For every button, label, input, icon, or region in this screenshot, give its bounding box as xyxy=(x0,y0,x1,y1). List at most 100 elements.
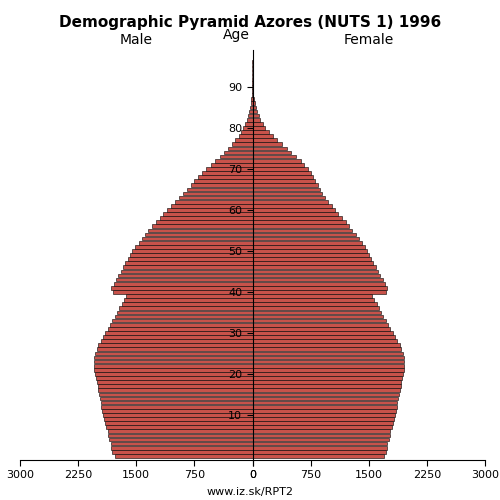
Bar xyxy=(128,258,252,261)
Bar xyxy=(138,241,252,244)
Bar xyxy=(252,327,390,330)
Bar xyxy=(252,438,389,442)
Bar xyxy=(252,110,257,114)
Title: Male: Male xyxy=(120,34,153,48)
Bar xyxy=(156,220,252,224)
Bar xyxy=(252,430,390,433)
Bar xyxy=(216,159,252,162)
Bar xyxy=(252,249,367,252)
Bar xyxy=(94,368,252,372)
Bar xyxy=(183,192,252,196)
Bar xyxy=(110,323,253,326)
Bar xyxy=(252,364,404,368)
Bar xyxy=(252,310,381,314)
Bar xyxy=(252,237,358,240)
Bar xyxy=(252,368,404,372)
Bar xyxy=(98,388,252,392)
Bar xyxy=(100,340,252,343)
Bar xyxy=(252,216,342,220)
Bar xyxy=(123,266,252,269)
Bar xyxy=(252,155,296,158)
Bar xyxy=(190,184,252,187)
Bar xyxy=(108,434,253,437)
Bar xyxy=(249,110,252,114)
Bar xyxy=(252,253,369,257)
Bar xyxy=(126,262,252,265)
Bar xyxy=(98,384,252,388)
Bar xyxy=(224,150,252,154)
Bar xyxy=(130,253,252,257)
Bar xyxy=(112,286,252,290)
Bar xyxy=(121,270,252,273)
Bar xyxy=(252,122,262,126)
Bar xyxy=(142,237,252,240)
Bar xyxy=(194,180,252,183)
Bar xyxy=(186,188,252,191)
Bar xyxy=(252,274,380,278)
Bar xyxy=(252,298,374,302)
Text: www.iz.sk/RPT2: www.iz.sk/RPT2 xyxy=(206,488,294,498)
Bar xyxy=(94,356,252,360)
Bar xyxy=(252,294,372,298)
Bar xyxy=(252,352,403,355)
Bar xyxy=(96,348,252,351)
Bar xyxy=(252,146,286,150)
Title: Female: Female xyxy=(344,34,394,48)
Bar xyxy=(252,89,253,93)
Bar xyxy=(252,422,393,425)
Bar xyxy=(104,417,253,421)
Bar xyxy=(114,314,252,318)
Bar xyxy=(252,302,376,306)
Bar xyxy=(252,348,402,351)
Bar xyxy=(179,196,252,200)
Bar xyxy=(252,405,396,408)
Bar xyxy=(252,454,384,458)
Bar xyxy=(252,159,300,162)
Bar xyxy=(252,290,386,294)
Bar xyxy=(252,114,258,117)
Bar xyxy=(252,442,386,446)
Bar xyxy=(252,323,388,326)
Bar xyxy=(160,216,252,220)
Bar xyxy=(252,192,322,196)
Bar xyxy=(252,360,404,364)
Bar xyxy=(252,306,379,310)
Bar xyxy=(122,302,252,306)
Bar xyxy=(252,163,304,166)
Bar xyxy=(252,262,374,265)
Bar xyxy=(110,446,253,450)
Bar xyxy=(210,163,252,166)
Bar xyxy=(95,372,252,376)
Bar xyxy=(206,167,252,170)
Bar xyxy=(108,327,253,330)
Bar xyxy=(252,344,400,347)
Bar xyxy=(252,409,396,412)
Bar xyxy=(232,142,252,146)
Bar xyxy=(171,204,252,208)
Bar xyxy=(252,282,385,286)
Bar xyxy=(167,208,252,212)
Bar xyxy=(251,102,252,105)
Bar xyxy=(245,122,252,126)
Bar xyxy=(252,380,402,384)
Bar xyxy=(103,413,253,416)
Bar xyxy=(246,118,252,122)
Bar xyxy=(252,384,400,388)
Bar xyxy=(252,372,403,376)
Bar xyxy=(124,298,252,302)
Bar xyxy=(252,446,388,450)
Bar xyxy=(252,167,308,170)
Bar xyxy=(228,146,252,150)
Bar xyxy=(252,286,388,290)
Bar xyxy=(118,274,252,278)
Bar xyxy=(252,434,390,437)
Bar xyxy=(96,376,252,380)
Bar xyxy=(252,417,394,421)
Bar xyxy=(252,180,316,183)
Bar xyxy=(220,155,252,158)
Bar xyxy=(252,138,278,142)
Bar xyxy=(252,200,328,203)
Bar xyxy=(252,266,376,269)
Bar xyxy=(252,335,395,339)
Bar xyxy=(252,232,356,236)
